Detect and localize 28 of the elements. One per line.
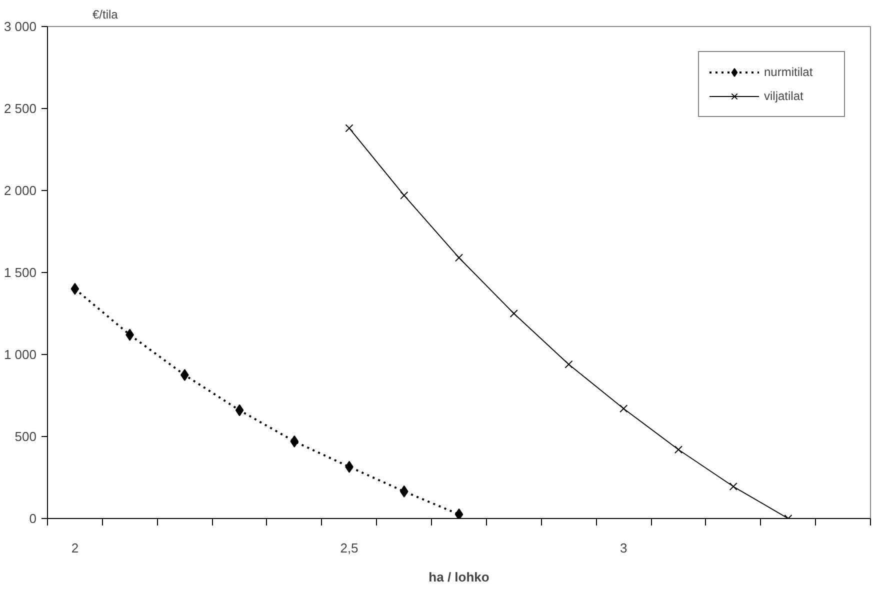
legend-label: viljatilat <box>764 89 804 103</box>
x-tick-label: 3 <box>620 540 628 556</box>
point <box>674 446 682 454</box>
point <box>454 508 464 518</box>
point <box>454 254 464 262</box>
x-tick-label: 2 <box>71 540 79 556</box>
point <box>564 360 573 368</box>
point <box>510 309 518 318</box>
point <box>70 282 80 295</box>
x-tick-label: 2,5 <box>340 540 358 556</box>
point <box>290 435 299 448</box>
y-axis-title: €/tila <box>92 8 118 22</box>
legend-label: nurmitilat <box>764 65 814 79</box>
point <box>620 404 628 413</box>
y-tick-label: 3 000 <box>4 19 37 34</box>
y-tick-label: 2 000 <box>4 183 37 198</box>
y-tick-label: 0 <box>29 511 37 526</box>
point <box>400 485 408 498</box>
point <box>400 191 408 200</box>
point <box>345 124 354 132</box>
y-tick-label: 500 <box>14 429 37 444</box>
y-tick-label: 1 000 <box>4 347 37 362</box>
point <box>235 404 244 416</box>
x-axis-title: ha / lohko <box>428 570 490 584</box>
point <box>729 482 738 491</box>
y-tick-label: 2 500 <box>4 101 37 116</box>
point <box>180 369 189 381</box>
y-tick-label: 1 500 <box>4 265 37 280</box>
